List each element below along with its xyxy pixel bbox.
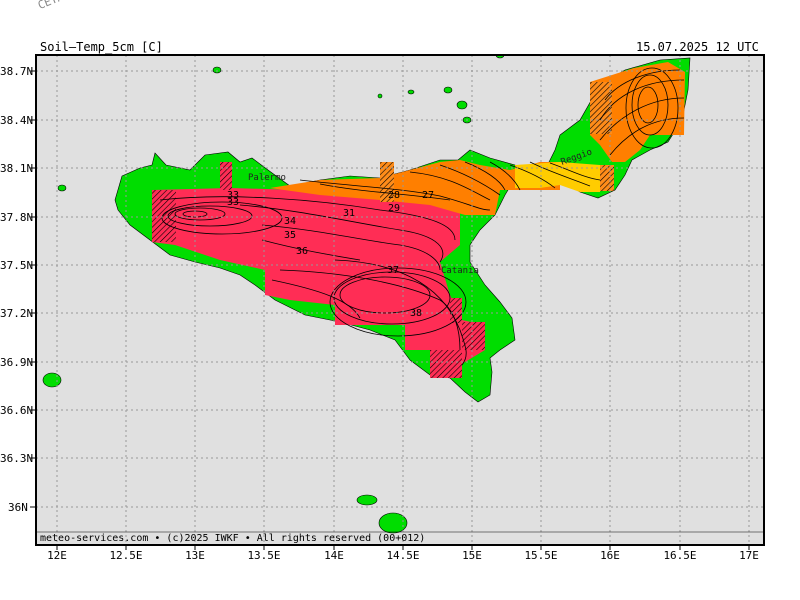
island-gozo	[356, 494, 378, 506]
graticule	[36, 55, 764, 545]
lon-label: 13E	[185, 549, 205, 562]
lon-label: 12.5E	[109, 549, 142, 562]
lon-axis: 12E 12.5E 13E 13.5E 14E 14.5E 15E 15.5E …	[47, 545, 759, 562]
lat-label: 38.1N	[0, 162, 33, 175]
map-frame	[35, 54, 765, 546]
contour-label: 29	[388, 203, 400, 214]
island-ustica	[212, 66, 222, 74]
hatch-west	[152, 190, 176, 242]
lon-label: 13.5E	[247, 549, 280, 562]
island-alicudi	[377, 93, 383, 99]
contour-label: 38	[410, 308, 422, 319]
hatch-reggio	[600, 165, 614, 191]
place-palermo: Palermo	[248, 173, 286, 183]
lon-label: 17E	[739, 549, 759, 562]
lat-label: 38.7N	[0, 65, 33, 78]
contour-value-labels: 33 33 34 35 36 37 38 31 28 29 27	[227, 190, 434, 319]
place-catania: Catania	[441, 266, 479, 276]
lat-label: 37.8N	[0, 211, 33, 224]
lon-label: 12E	[47, 549, 67, 562]
lat-label: 38.4N	[0, 114, 33, 127]
lat-label: 36.9N	[0, 356, 33, 369]
contour-label: 27	[422, 190, 434, 201]
lon-label: 15.5E	[524, 549, 557, 562]
hatch-east	[462, 322, 485, 350]
lat-axis: 38.7N 38.4N 38.1N 37.8N 37.5N 37.2N 36.9…	[0, 65, 36, 514]
warm-zone	[270, 160, 560, 215]
lon-label: 15E	[462, 549, 482, 562]
hatch-calabria	[590, 82, 612, 134]
contour-label: 28	[388, 190, 400, 201]
lon-label: 16E	[600, 549, 620, 562]
hatch-north	[220, 162, 232, 190]
calabria-warm-zone	[590, 62, 685, 162]
lon-label: 14.5E	[386, 549, 419, 562]
hatch-south	[430, 350, 462, 378]
valid-time: 15.07.2025 12 UTC	[636, 40, 759, 54]
hatch-warm	[380, 162, 394, 202]
contour-label: 37	[387, 265, 399, 276]
island-malta	[378, 512, 408, 534]
lat-label: 36.6N	[0, 404, 33, 417]
lat-label: 37.5N	[0, 259, 33, 272]
island-egadi	[57, 184, 67, 192]
island-stromboli	[443, 86, 453, 94]
lon-label: 16.5E	[663, 549, 696, 562]
contour-label: 33	[227, 190, 239, 201]
lat-label: 36N	[8, 501, 28, 514]
hatch-southeast	[450, 298, 462, 323]
contour-label: 36	[296, 246, 308, 257]
lat-label: 37.2N	[0, 307, 33, 320]
copyright-footer: meteo-services.com • (c)2025 IWKF • All …	[40, 533, 426, 544]
map-title: Soil–Temp_5cm [C]	[40, 40, 163, 54]
island-lipari	[456, 100, 468, 110]
mild-zone	[515, 162, 600, 192]
hot-zone	[152, 188, 485, 378]
contour-label: 35	[284, 230, 296, 241]
contour-label: 33	[227, 197, 239, 208]
lon-label: 14E	[324, 549, 344, 562]
contour-label: 31	[343, 208, 355, 219]
contour-label: 34	[284, 216, 296, 227]
lat-label: 36.3N	[0, 452, 33, 465]
island-filicudi	[407, 89, 415, 95]
island-pantelleria	[42, 372, 62, 388]
